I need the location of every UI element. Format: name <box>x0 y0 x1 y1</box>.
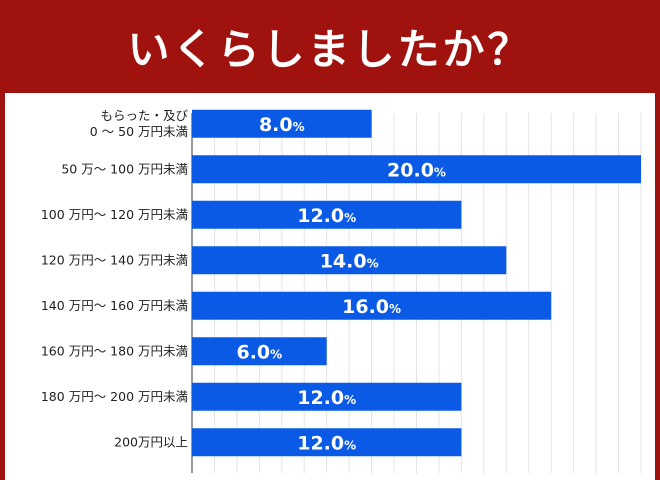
data-label-unit: % <box>293 120 305 134</box>
data-label-unit: % <box>389 302 401 316</box>
data-label-value: 12.0 <box>297 205 344 227</box>
category-label-line: 180 万円～ 200 万円未満 <box>41 389 188 404</box>
bar <box>192 291 552 320</box>
category-label-line: 50 万～ 100 万円未満 <box>61 161 188 176</box>
category-label-line: 0 ～ 50 万円未満 <box>90 124 188 139</box>
category-label: 200万円以上 <box>114 434 188 449</box>
data-label: 16.0% <box>342 296 401 318</box>
bar <box>192 382 462 411</box>
category-label-line: もらった・及び <box>100 108 188 123</box>
category-label: 120 万円～ 140 万円未満 <box>41 252 188 267</box>
data-label-unit: % <box>344 211 356 225</box>
data-label: 6.0% <box>236 341 282 363</box>
category-label-line: 140 万円～ 160 万円未満 <box>41 298 188 313</box>
category-label: もらった・及び 0 ～ 50 万円未満 <box>90 108 189 139</box>
page-title: いくらしましたか？ <box>127 24 533 74</box>
category-label-line: 120 万円～ 140 万円未満 <box>41 252 188 267</box>
data-label-unit: % <box>344 393 356 407</box>
data-label: 8.0% <box>259 114 305 136</box>
data-label: 20.0% <box>387 159 446 181</box>
data-label-value: 12.0 <box>297 387 344 409</box>
category-label-line: 160 万円～ 180 万円未満 <box>41 343 188 358</box>
bar <box>192 155 641 184</box>
category-label-line: 200万円以上 <box>114 434 188 449</box>
category-label: 100 万円～ 120 万円未満 <box>41 207 188 222</box>
bar-chart: 8.0% もらった・及び 0 ～ 50 万円未満 20.0% 50 万～ 100 万円未… <box>41 108 642 473</box>
bar <box>192 109 372 138</box>
bar <box>192 246 507 275</box>
category-label: 50 万～ 100 万円未満 <box>61 161 188 176</box>
data-label-value: 12.0 <box>297 432 344 454</box>
category-label: 160 万円～ 180 万円未満 <box>41 343 188 358</box>
data-label: 12.0% <box>297 205 356 227</box>
data-label: 12.0% <box>297 387 356 409</box>
bar <box>192 337 327 366</box>
chart-panel: 8.0% もらった・及び 0 ～ 50 万円未満 20.0% 50 万～ 100 万円未… <box>5 93 655 480</box>
data-label: 14.0% <box>320 250 379 272</box>
data-label-unit: % <box>367 256 379 270</box>
header-bar: いくらしましたか？ <box>0 0 660 92</box>
category-label-line: 100 万円～ 120 万円未満 <box>41 207 188 222</box>
data-label-unit: % <box>270 347 282 361</box>
data-label-value: 16.0 <box>342 296 389 318</box>
data-label-unit: % <box>434 165 446 179</box>
data-label-value: 6.0 <box>236 341 270 363</box>
category-label: 180 万円～ 200 万円未満 <box>41 389 188 404</box>
data-label-value: 14.0 <box>320 250 367 272</box>
category-label: 140 万円～ 160 万円未満 <box>41 298 188 313</box>
data-label-unit: % <box>344 438 356 452</box>
bar <box>192 428 462 457</box>
bar <box>192 200 462 229</box>
data-label-value: 20.0 <box>387 159 434 181</box>
data-label: 12.0% <box>297 432 356 454</box>
data-label-value: 8.0 <box>259 114 293 136</box>
